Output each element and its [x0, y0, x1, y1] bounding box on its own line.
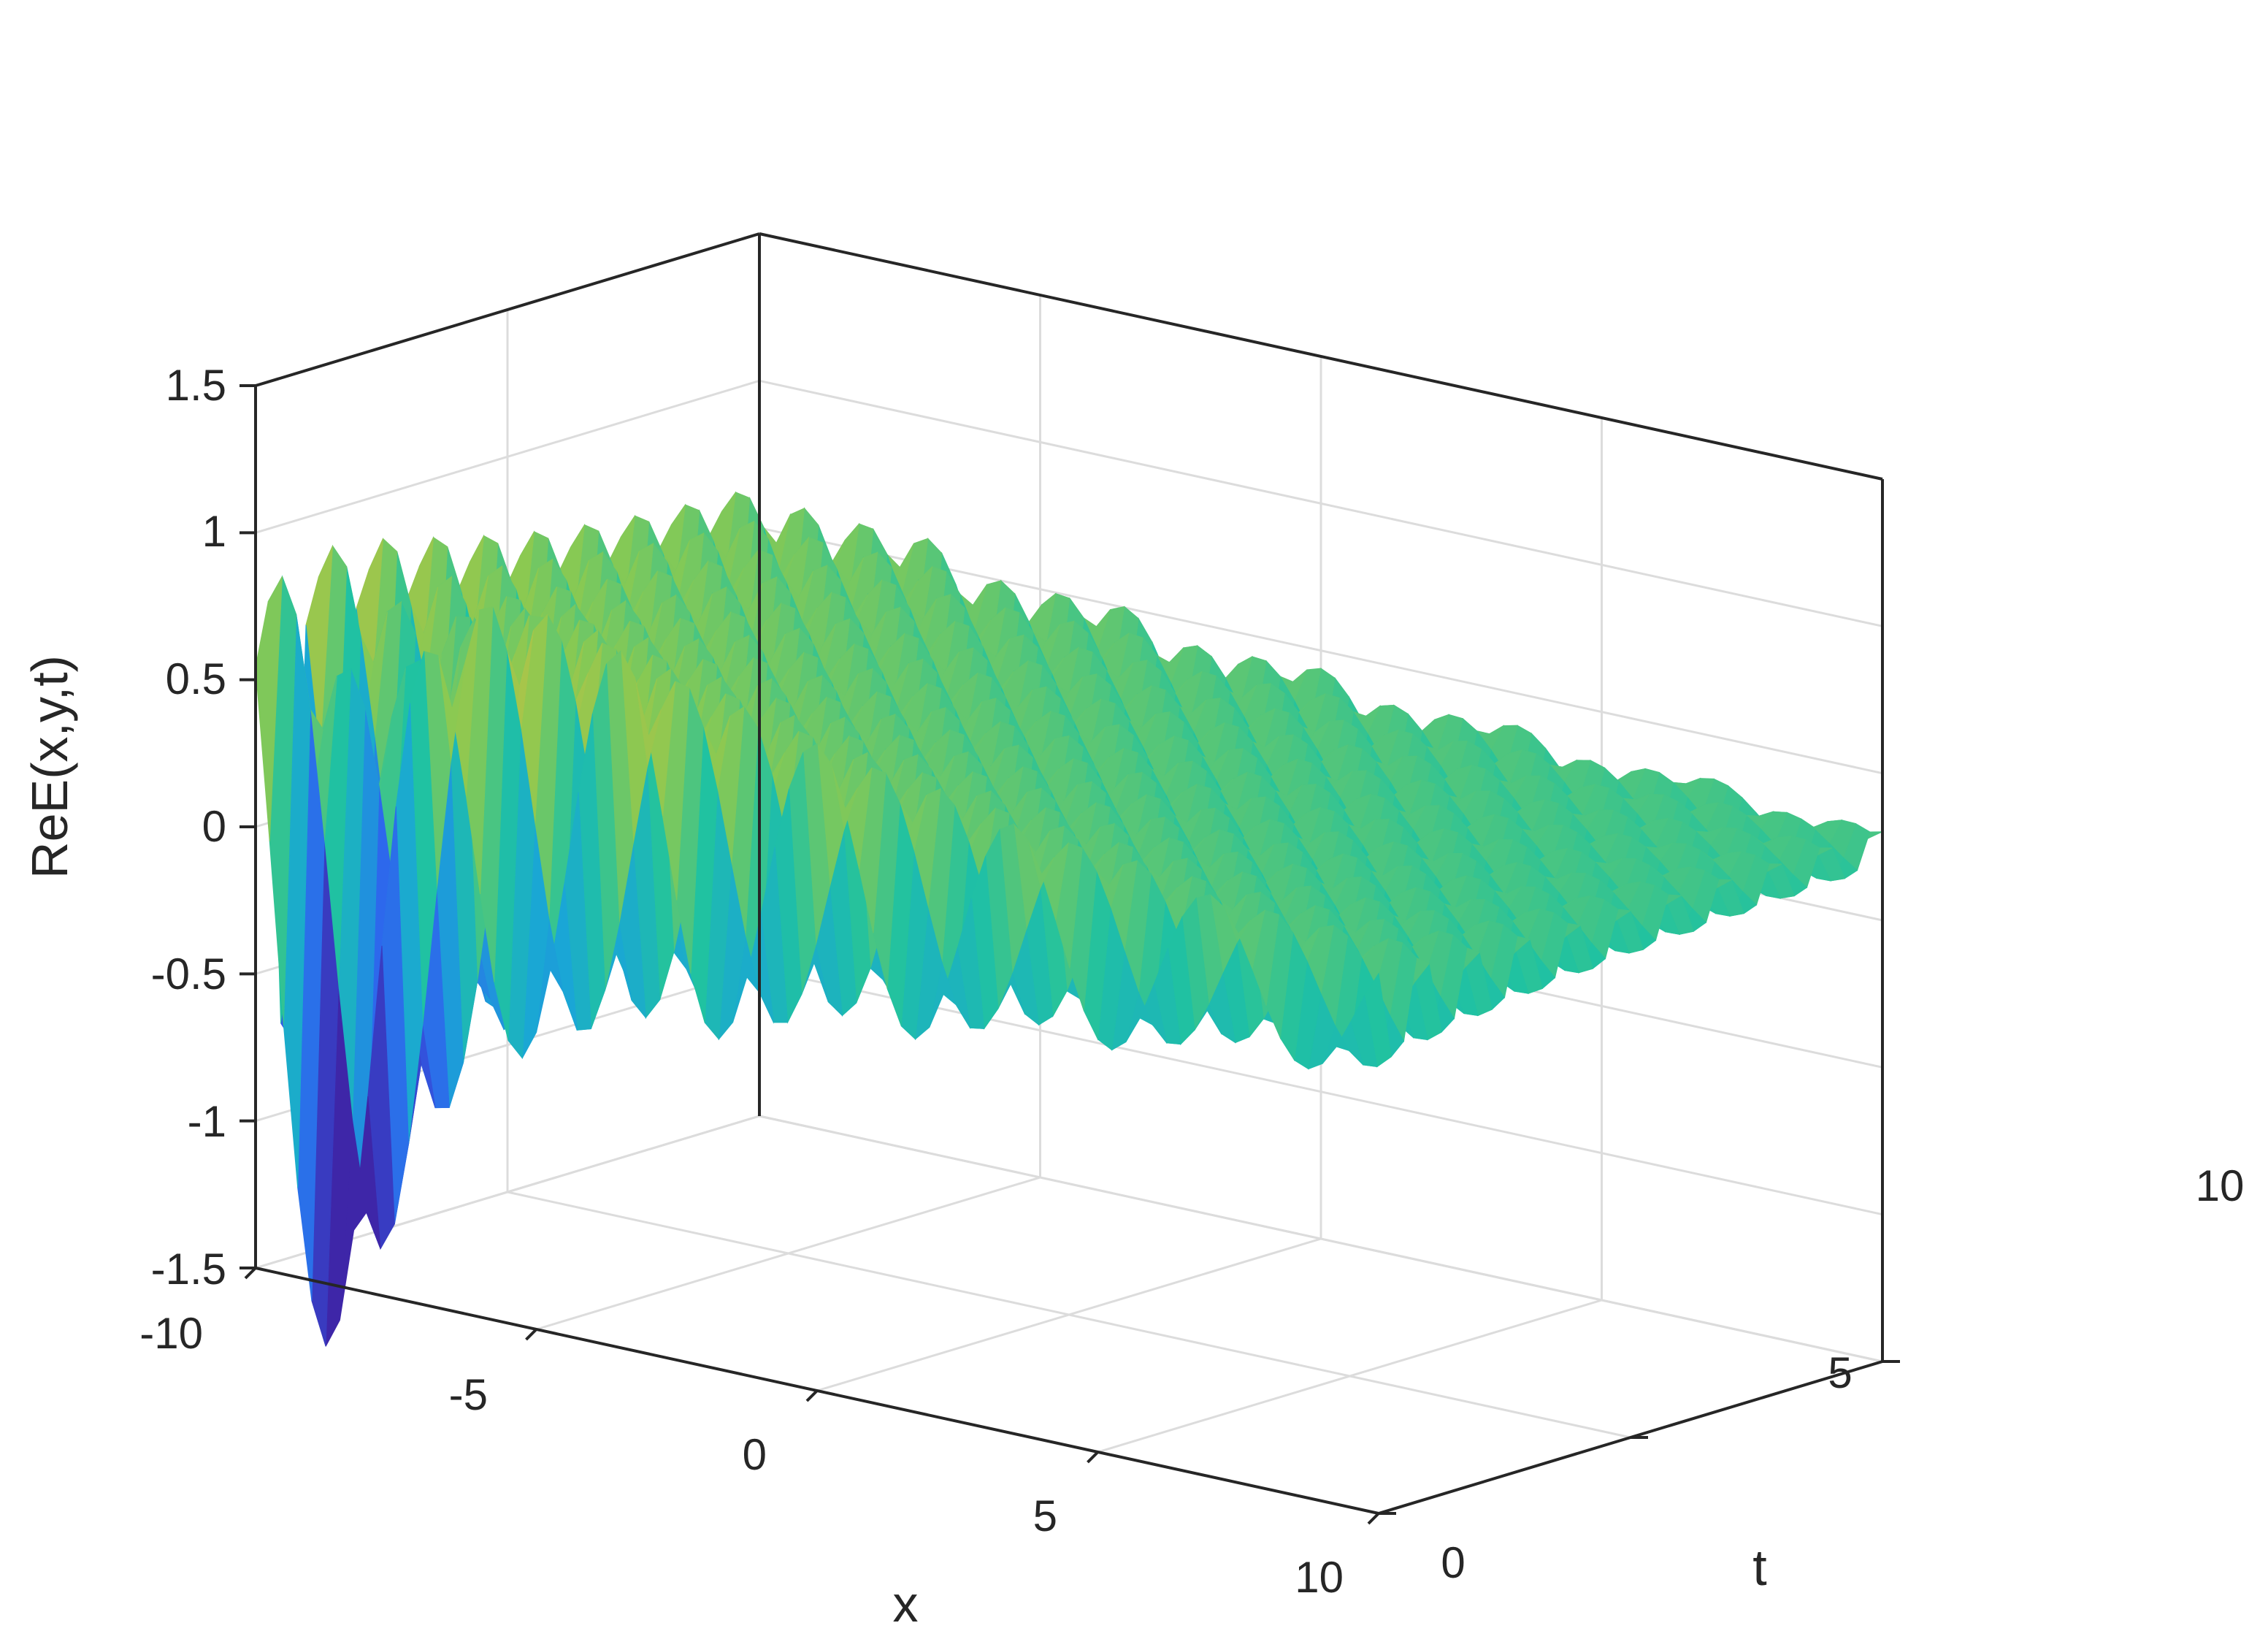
x-tick-label: -10 — [139, 1309, 203, 1358]
z-tick-label: 0.5 — [166, 654, 226, 703]
z-tick-label: -1 — [188, 1097, 226, 1146]
grid-line — [759, 1115, 1883, 1363]
z-tick-label: 0 — [202, 802, 226, 851]
t-tick-label: 0 — [1441, 1538, 1465, 1587]
x-tick — [1367, 1512, 1380, 1525]
x-tick-label: 10 — [1295, 1553, 1344, 1602]
grid-line — [507, 1191, 1631, 1439]
z-tick-label: 1.5 — [166, 361, 226, 410]
tick-marks — [240, 384, 1900, 1525]
surface-patch — [255, 576, 283, 841]
x-axis-label: x — [893, 1575, 919, 1631]
x-tick — [525, 1328, 537, 1341]
x-tick — [805, 1389, 819, 1402]
box-edge — [255, 232, 760, 387]
x-tick — [1087, 1451, 1099, 1464]
x-tick-label: 0 — [743, 1430, 767, 1479]
t-tick-label: 10 — [2196, 1161, 2245, 1210]
x-tick — [244, 1267, 257, 1280]
x-tick-label: 5 — [1033, 1491, 1057, 1540]
t-tick-label: 5 — [1828, 1348, 1852, 1397]
box-edge — [759, 232, 1883, 481]
z-axis-label: ReE(x,y,t) — [21, 655, 78, 879]
x-tick-label: -5 — [449, 1370, 488, 1419]
z-tick-label: 1 — [202, 507, 226, 556]
z-tick-label: -0.5 — [151, 950, 226, 998]
t-axis-label: t — [1752, 1539, 1766, 1596]
z-tick-label: -1.5 — [151, 1245, 226, 1294]
surface — [255, 491, 1883, 1347]
